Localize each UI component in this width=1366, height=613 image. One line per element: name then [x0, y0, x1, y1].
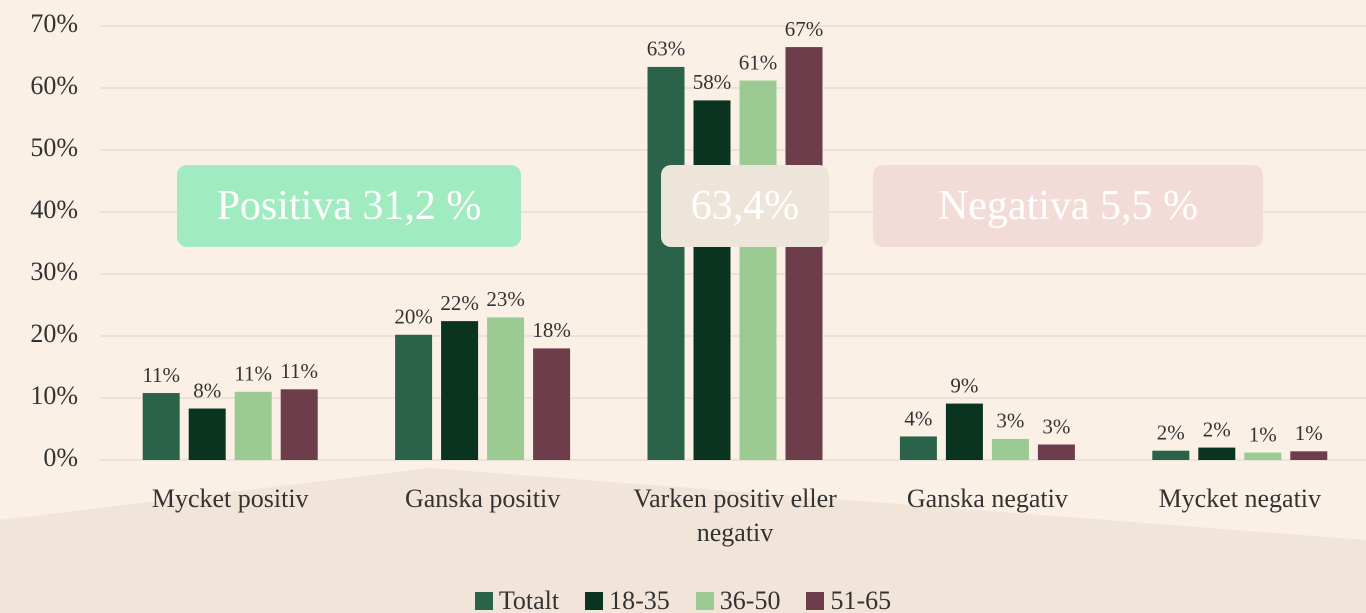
legend-item: 18-35	[585, 586, 670, 613]
legend-swatch	[695, 592, 714, 610]
data-label: 20%	[394, 305, 433, 329]
data-label: 11%	[142, 363, 180, 387]
bar	[533, 348, 571, 460]
legend-item: Totalt	[474, 586, 560, 613]
annotation: 63,4%	[661, 165, 829, 247]
data-label: 1%	[1295, 421, 1323, 445]
y-tick-label: 50%	[30, 133, 78, 162]
legend-item: 36-50	[695, 586, 781, 613]
bar	[280, 389, 318, 460]
bar	[693, 100, 731, 461]
bar	[785, 47, 823, 461]
legend-item: 51-65	[806, 586, 891, 613]
bar	[739, 80, 777, 460]
bar	[991, 438, 1029, 460]
bar	[395, 334, 433, 460]
bar	[234, 391, 272, 460]
data-label: 22%	[440, 291, 479, 315]
background-shape	[0, 468, 1366, 613]
y-tick-label: 10%	[30, 381, 78, 410]
y-tick-label: 70%	[30, 9, 78, 38]
data-label: 23%	[486, 287, 525, 311]
legend-label: 51-65	[830, 586, 892, 613]
data-label: 3%	[996, 409, 1024, 433]
y-tick-label: 20%	[30, 319, 78, 348]
data-label: 8%	[193, 378, 221, 402]
x-tick-label: Ganska positiv	[404, 484, 561, 513]
y-tick-label: 60%	[30, 71, 78, 100]
legend: Totalt 18-35 36-50 51-65	[0, 586, 1366, 613]
bar	[945, 403, 983, 460]
y-tick-label: 0%	[43, 443, 78, 472]
data-label: 2%	[1157, 421, 1185, 445]
legend-label: 18-35	[609, 586, 670, 613]
data-label: 67%	[785, 17, 824, 41]
legend-swatch	[474, 592, 493, 610]
bar	[142, 393, 180, 460]
data-label: 11%	[234, 362, 272, 386]
x-tick-label: Mycket positiv	[151, 484, 309, 513]
data-label: 4%	[904, 406, 932, 430]
x-tick-label: Ganska negativ	[906, 484, 1068, 513]
data-label: 63%	[647, 37, 686, 61]
bar	[1290, 451, 1328, 460]
y-tick-label: 40%	[30, 195, 78, 224]
bar	[1037, 444, 1075, 460]
annotation: Positiva 31,2 %	[177, 165, 521, 247]
x-tick-label: Mycket negativ	[1158, 484, 1322, 513]
bar	[1152, 450, 1190, 460]
data-label: 1%	[1249, 422, 1277, 446]
data-label: 18%	[532, 318, 571, 342]
bar	[441, 321, 479, 460]
x-tick-label: Varken positiv eller negativ	[633, 484, 837, 547]
data-label: 61%	[739, 50, 778, 74]
legend-swatch	[585, 592, 604, 610]
data-label: 58%	[693, 70, 732, 94]
data-label: 11%	[280, 359, 318, 383]
annotation: Negativa 5,5 %	[873, 165, 1263, 247]
bar	[899, 436, 937, 460]
legend-label: Totalt	[498, 586, 560, 613]
bar	[487, 317, 525, 460]
data-label: 3%	[1042, 414, 1070, 438]
y-tick-label: 30%	[30, 257, 78, 286]
legend-label: 36-50	[719, 586, 781, 613]
bar	[188, 408, 226, 460]
bar	[647, 66, 685, 461]
legend-swatch	[806, 592, 825, 610]
data-label: 9%	[950, 373, 978, 397]
bar	[1198, 447, 1236, 460]
bar	[1244, 452, 1282, 460]
data-label: 2%	[1203, 417, 1231, 441]
